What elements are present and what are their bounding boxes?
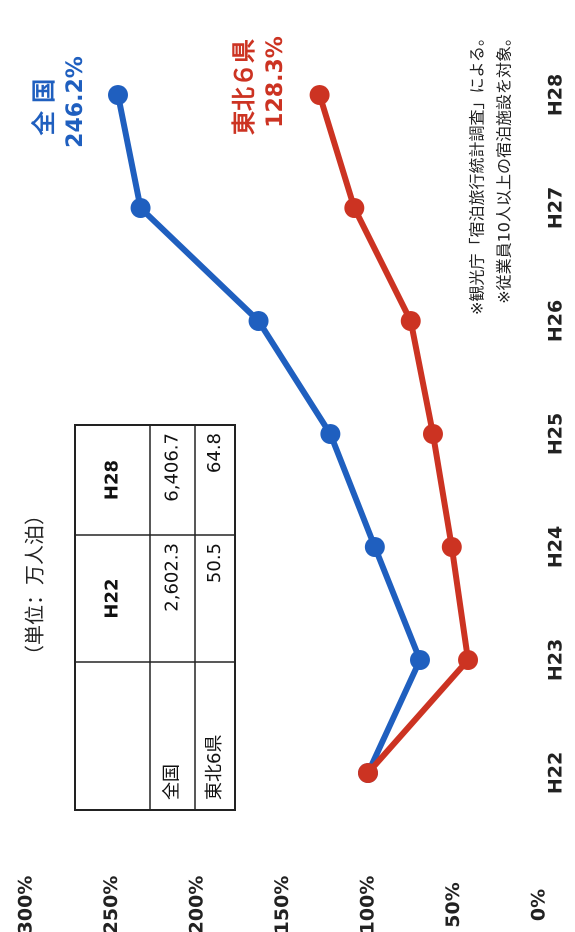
table-cell: 50.5 <box>204 543 225 583</box>
table-cell: 64.8 <box>204 433 225 473</box>
point <box>320 424 341 444</box>
table-cell: 6,406.7 <box>162 433 183 502</box>
x-tick-label: H23 <box>545 639 567 681</box>
table-cell: H28 <box>102 460 123 500</box>
point <box>441 537 462 557</box>
point <box>107 85 128 105</box>
point <box>458 650 479 670</box>
point <box>344 198 365 218</box>
y-tick-label: 0% <box>528 889 550 921</box>
y-tick-label: 100% <box>357 876 379 932</box>
x-tick-label: H24 <box>545 526 567 568</box>
series-label: 東北６県 <box>230 39 258 135</box>
point <box>130 198 151 218</box>
x-tick-label: H27 <box>545 187 567 229</box>
x-tick-label: H26 <box>545 300 567 342</box>
y-tick-label: 50% <box>442 882 464 927</box>
y-tick-label: 150% <box>271 876 293 932</box>
y-tick-label: 300% <box>15 876 37 932</box>
value-label: 246.2% <box>63 56 88 148</box>
line <box>316 94 472 775</box>
point <box>364 537 385 557</box>
series-label: 全 国 <box>30 79 58 136</box>
y-tick-label: 200% <box>186 876 208 932</box>
x-tick-label: H22 <box>545 752 567 794</box>
table-cell: 2,602.3 <box>162 543 183 612</box>
note: ※従業員10人以上の宿泊施設を対象。 <box>495 30 514 304</box>
point <box>358 763 378 783</box>
point <box>248 311 269 331</box>
chart-subtitle: （単位：万人泊） <box>23 505 47 665</box>
point <box>309 85 330 105</box>
table-cell: 全国 <box>162 764 183 800</box>
value-label: 128.3% <box>263 36 288 128</box>
point <box>422 424 443 444</box>
y-tick-label: 250% <box>100 876 122 932</box>
rotated-chart: （単位：万人泊） 0% 50% 100% 150% 200% 250% 300% H22 H23… <box>15 30 567 932</box>
point <box>409 650 430 670</box>
x-tick-label: H28 <box>545 74 567 116</box>
point <box>400 311 421 331</box>
table-cell: H22 <box>102 578 123 618</box>
table-cell: 東北6県 <box>204 735 225 800</box>
note: ※観光庁「宿泊旅行統計調査」による。 <box>468 30 487 315</box>
x-tick-label: H25 <box>545 413 567 455</box>
